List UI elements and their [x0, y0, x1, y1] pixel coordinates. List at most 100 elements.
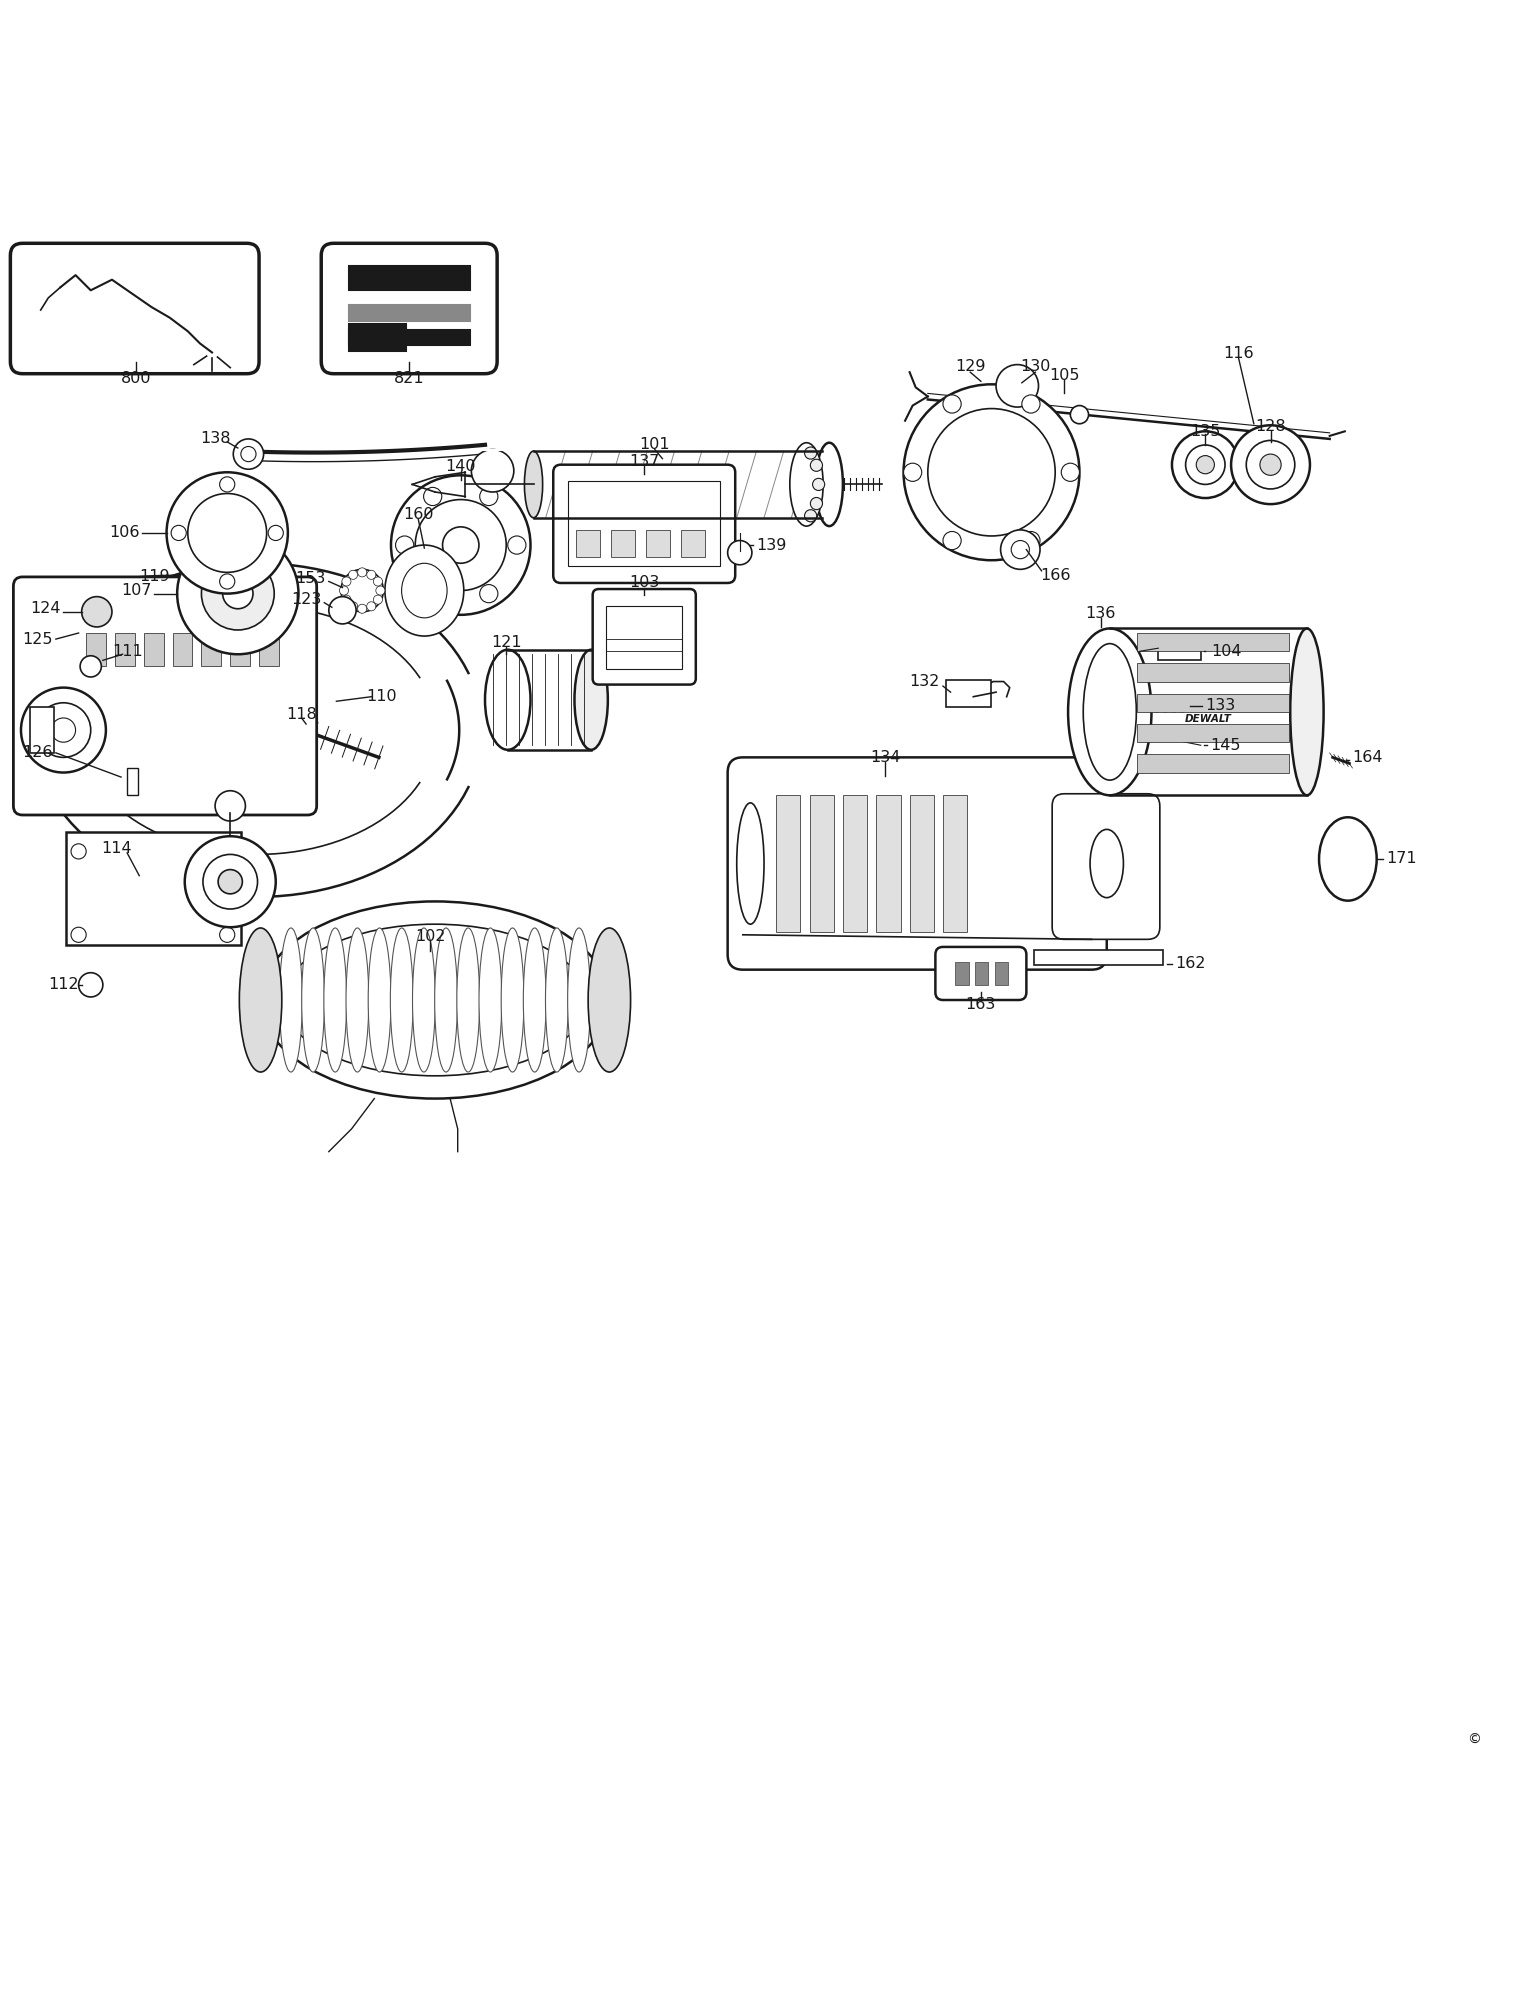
Circle shape [1021, 394, 1040, 414]
Ellipse shape [524, 928, 546, 1072]
FancyBboxPatch shape [1052, 794, 1160, 940]
Circle shape [72, 844, 87, 858]
Text: 130: 130 [1020, 358, 1050, 374]
Bar [1137, 664, 1289, 682]
Ellipse shape [486, 650, 531, 750]
Ellipse shape [587, 928, 630, 1072]
Circle shape [1021, 532, 1040, 550]
FancyBboxPatch shape [321, 244, 498, 374]
Text: 132: 132 [910, 674, 941, 690]
Ellipse shape [1084, 644, 1137, 780]
Ellipse shape [1090, 830, 1123, 898]
Circle shape [1070, 406, 1088, 424]
Circle shape [79, 972, 103, 996]
Circle shape [472, 450, 514, 492]
Ellipse shape [283, 924, 586, 1076]
Circle shape [416, 500, 507, 590]
Text: DEWALT: DEWALT [1186, 714, 1231, 724]
Bar [230, 634, 250, 666]
FancyBboxPatch shape [592, 590, 696, 684]
Circle shape [170, 526, 186, 540]
Text: 138: 138 [199, 432, 230, 446]
Bar [143, 634, 163, 666]
Circle shape [479, 488, 498, 506]
Circle shape [187, 494, 266, 572]
Circle shape [728, 540, 752, 564]
Text: 103: 103 [629, 576, 659, 590]
Circle shape [81, 656, 102, 676]
Bar [810, 796, 834, 932]
Circle shape [376, 586, 385, 596]
Bar [568, 482, 720, 566]
Text: 129: 129 [954, 358, 986, 374]
Bar [776, 796, 801, 932]
Text: 105: 105 [1049, 368, 1079, 382]
Circle shape [21, 688, 107, 772]
Text: 125: 125 [23, 632, 53, 646]
Bar [172, 634, 192, 666]
Bar [994, 962, 1008, 984]
Text: 135: 135 [1190, 424, 1221, 438]
Circle shape [1061, 464, 1079, 482]
Ellipse shape [479, 928, 502, 1072]
Circle shape [810, 460, 822, 472]
Bar [128, 768, 139, 796]
Circle shape [1247, 440, 1295, 488]
Text: 118: 118 [286, 708, 317, 722]
Circle shape [1000, 530, 1040, 570]
Circle shape [218, 870, 242, 894]
Text: 163: 163 [965, 998, 995, 1012]
Ellipse shape [1320, 818, 1377, 900]
Ellipse shape [525, 452, 543, 518]
Text: 162: 162 [1175, 956, 1205, 972]
Circle shape [1196, 456, 1215, 474]
Ellipse shape [345, 928, 368, 1072]
Circle shape [201, 558, 274, 630]
Circle shape [391, 476, 531, 614]
Text: 171: 171 [1385, 852, 1417, 866]
Text: 137: 137 [629, 454, 659, 470]
Text: 101: 101 [639, 438, 670, 452]
Bar [1137, 754, 1289, 772]
Text: 128: 128 [1256, 420, 1286, 434]
Bar [87, 634, 107, 666]
Ellipse shape [402, 564, 447, 618]
Bar [956, 962, 968, 984]
Circle shape [1260, 454, 1282, 476]
Circle shape [82, 596, 113, 626]
Circle shape [358, 604, 367, 614]
Circle shape [215, 790, 245, 822]
FancyBboxPatch shape [936, 946, 1026, 1000]
Circle shape [52, 718, 76, 742]
Text: 104: 104 [1212, 644, 1242, 658]
FancyBboxPatch shape [14, 576, 317, 814]
Circle shape [367, 602, 376, 610]
Circle shape [423, 488, 441, 506]
Text: 166: 166 [1040, 568, 1070, 582]
Text: 121: 121 [492, 634, 522, 650]
Text: 160: 160 [403, 508, 434, 522]
Text: 140: 140 [446, 458, 476, 474]
FancyBboxPatch shape [728, 758, 1106, 970]
Circle shape [904, 384, 1079, 560]
Ellipse shape [501, 928, 524, 1072]
Bar [877, 796, 901, 932]
Ellipse shape [239, 928, 282, 1072]
Ellipse shape [737, 802, 764, 924]
Circle shape [1172, 432, 1239, 498]
Bar [349, 330, 470, 344]
Ellipse shape [816, 442, 843, 526]
Circle shape [396, 536, 414, 554]
Bar [201, 634, 221, 666]
Text: 106: 106 [108, 526, 139, 540]
Bar [30, 708, 55, 752]
Circle shape [166, 472, 288, 594]
Circle shape [995, 364, 1038, 408]
Ellipse shape [368, 928, 391, 1072]
Ellipse shape [574, 650, 607, 750]
Ellipse shape [435, 928, 458, 1072]
Text: 164: 164 [1353, 750, 1383, 764]
Text: 124: 124 [30, 602, 61, 616]
Bar [645, 530, 670, 558]
Bar [1137, 724, 1289, 742]
